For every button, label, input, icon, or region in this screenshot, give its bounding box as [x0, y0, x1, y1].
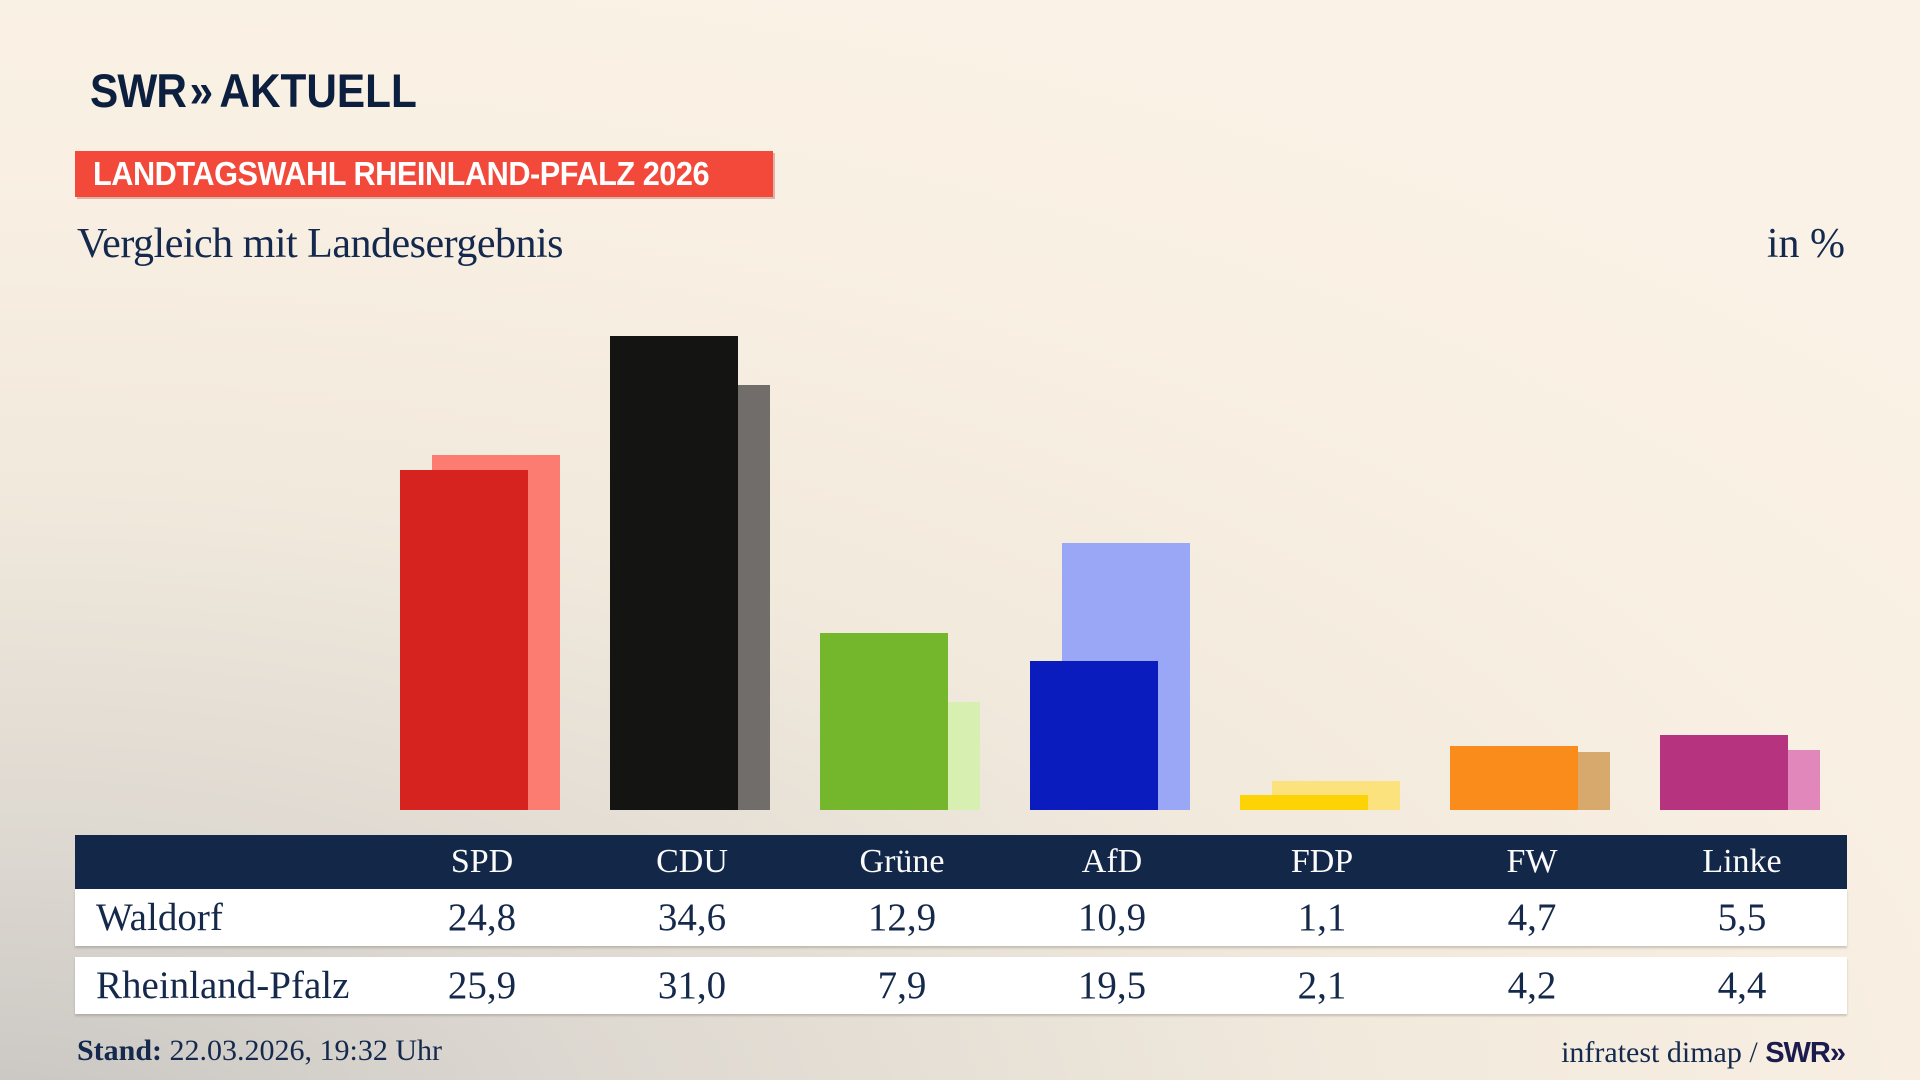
value-cell-linke: 4,4 [1717, 964, 1767, 1007]
bar-grüne-waldorf [820, 633, 948, 810]
logo-swr-text: SWR [90, 64, 187, 117]
header-cell-afd: AfD [1081, 843, 1143, 880]
chart-column-fw [1427, 250, 1637, 810]
chart-column-fdp [1217, 250, 1427, 810]
chart-column-cdu [587, 250, 797, 810]
value-cell-fdp: 1,1 [1297, 896, 1347, 939]
table-row-rheinland-pfalz: Rheinland-Pfalz 25,9 31,0 7,9 19,5 2,1 4,2 4,4 [75, 957, 1847, 1014]
bar-spd-waldorf [400, 470, 528, 810]
timestamp-label: Stand: [77, 1034, 163, 1067]
value-cell-linke: 5,5 [1717, 896, 1767, 939]
bar-cdu-waldorf [610, 336, 738, 810]
source-credit: infratest dimap / SWR» [1561, 1036, 1846, 1070]
chart-title: Vergleich mit Landesergebnis [77, 221, 563, 267]
unit-label: in % [1766, 221, 1845, 267]
value-cell-fw: 4,7 [1507, 896, 1557, 939]
results-table: SPD CDU Grüne AfD FDP FW Linke Waldorf 24,8 34,6… [75, 835, 1847, 1014]
chart-column-afd [1007, 250, 1217, 810]
swr-aktuell-logo: SWR» AKTUELL [90, 63, 417, 118]
value-cell-grüne: 7,9 [877, 964, 927, 1007]
row-label: Rheinland-Pfalz [96, 964, 350, 1007]
value-cell-fdp: 2,1 [1297, 964, 1347, 1007]
header-cell-fdp: FDP [1290, 843, 1354, 880]
value-cell-spd: 25,9 [447, 964, 517, 1007]
row-label: Waldorf [96, 896, 223, 939]
timestamp-value: 22.03.2026, 19:32 Uhr [162, 1034, 443, 1067]
bar-afd-waldorf [1030, 661, 1158, 810]
source-swr-logo: SWR» [1765, 1037, 1846, 1069]
value-cell-spd: 24,8 [447, 896, 517, 939]
value-cell-afd: 10,9 [1077, 896, 1147, 939]
value-cell-cdu: 34,6 [657, 896, 727, 939]
bar-fw-waldorf [1450, 746, 1578, 810]
bar-chart [377, 250, 1847, 810]
logo-aktuell-text: AKTUELL [219, 64, 417, 117]
header-cell-spd: SPD [450, 843, 514, 880]
value-cell-grüne: 12,9 [867, 896, 937, 939]
source-text: infratest dimap / [1561, 1036, 1766, 1069]
value-cell-afd: 19,5 [1077, 964, 1147, 1007]
value-cell-cdu: 31,0 [657, 964, 727, 1007]
chart-column-grüne [797, 250, 1007, 810]
bar-linke-waldorf [1660, 735, 1788, 810]
header-cell-grüne: Grüne [859, 843, 945, 880]
value-cell-fw: 4,2 [1507, 964, 1557, 1007]
badge-text: LANDTAGSWAHL RHEINLAND-PFALZ 2026 [93, 155, 710, 192]
header-cell-linke: Linke [1702, 843, 1782, 880]
double-chevron-icon: » [189, 64, 214, 117]
table-row-waldorf: Waldorf 24,8 34,6 12,9 10,9 1,1 4,7 5,5 [75, 889, 1847, 946]
header-cell-cdu: CDU [656, 843, 728, 880]
bar-fdp-waldorf [1240, 795, 1368, 810]
chart-column-spd [377, 250, 587, 810]
timestamp: Stand: 22.03.2026, 19:32 Uhr [77, 1034, 442, 1068]
table-header-row: SPD CDU Grüne AfD FDP FW Linke [75, 835, 1847, 889]
election-badge: LANDTAGSWAHL RHEINLAND-PFALZ 2026 [75, 151, 774, 197]
chart-column-linke [1637, 250, 1847, 810]
header-cell-fw: FW [1506, 843, 1558, 880]
